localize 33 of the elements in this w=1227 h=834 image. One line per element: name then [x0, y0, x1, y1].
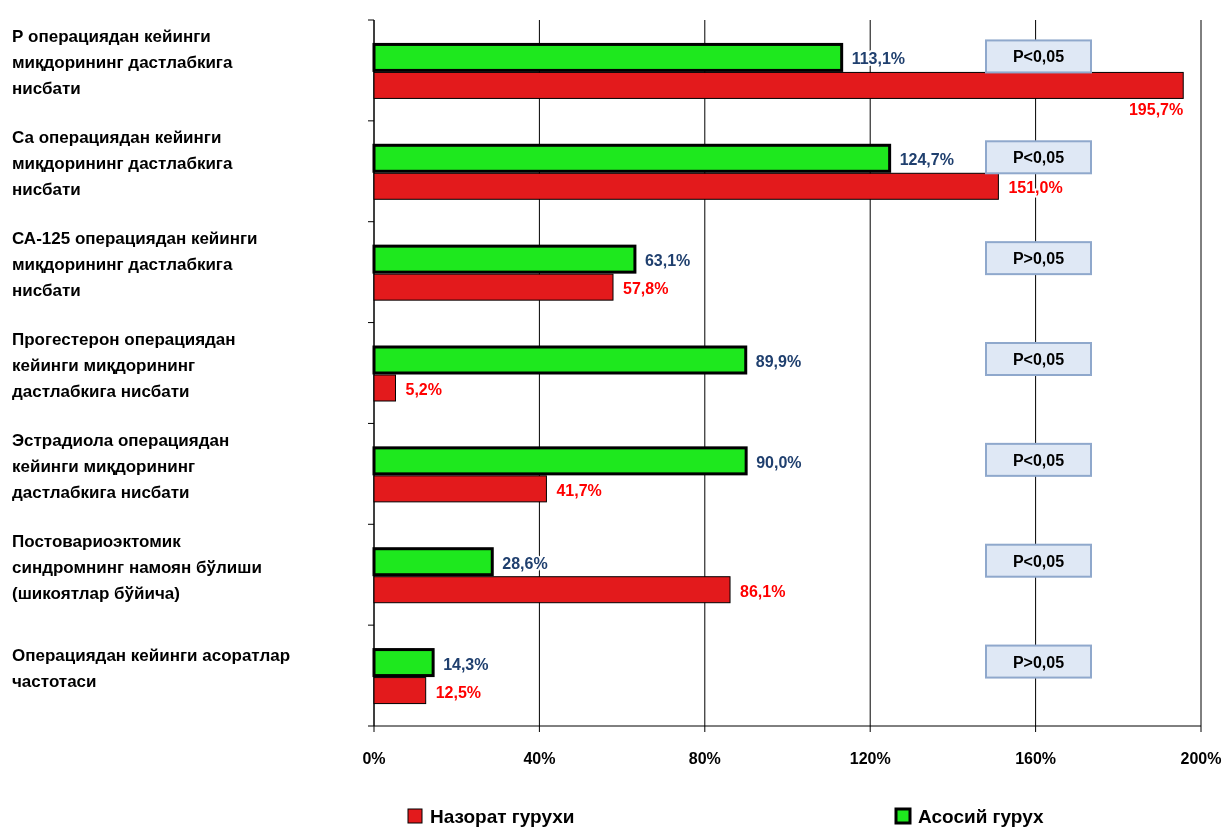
data-label: 12,5%	[435, 683, 482, 701]
x-tick-label: 40%	[523, 750, 556, 767]
x-tick-label: 120%	[849, 750, 891, 767]
data-label: 14,3%	[443, 655, 489, 673]
legend-label: Назорат гурухи	[430, 806, 575, 827]
annotation: P<0,05	[1012, 351, 1065, 368]
data-label: 41,7%	[556, 481, 602, 499]
data-label: 90,0%	[756, 453, 802, 471]
data-label: 86,1%	[740, 582, 786, 600]
annotation: P<0,05	[1012, 48, 1065, 66]
y-tick-label: Са операциядан кейинги миқдорининг дастлабкига нисбати	[12, 128, 233, 200]
data-label: 5,2%	[405, 381, 442, 398]
annotation: P<0,05	[1012, 149, 1065, 167]
y-tick-label: СА-125 операциядан кейинги миқдорининг дастлабкига нисбати	[12, 229, 258, 301]
data-label: 57,8%	[623, 280, 669, 298]
legend-label: Асосий гурух	[918, 806, 1044, 827]
annotation: P<0,05	[1012, 451, 1065, 469]
x-tick-label: 160%	[1015, 750, 1057, 767]
x-tick-label: 80%	[688, 750, 721, 767]
y-tick-label: Эстрадиола операциядан кейинги миқдорининг дастлабкига нисбати	[12, 430, 230, 502]
data-label: 124,7%	[899, 151, 954, 169]
data-label: 63,1%	[644, 252, 691, 270]
annotation: P>0,05	[1012, 653, 1065, 671]
y-tick-label: Прогестерон операциядан кейинги миқдорининг дастлабкига нисбати	[12, 330, 236, 401]
data-label: 195,7%	[1128, 101, 1184, 119]
annotation: P>0,05	[1012, 250, 1065, 268]
y-tick-label: Постовариоэктомик синдромнинг намоян бўлиши (шикоятлар бўйича)	[12, 531, 262, 603]
data-label: 89,9%	[755, 353, 802, 370]
y-tick-label: Р операциядан кейинги миқдорининг дастлабкига нисбати	[12, 27, 233, 99]
y-tick-label: Операциядан кейинги асоратлар частотаси	[12, 645, 291, 691]
x-tick-label: 0%	[362, 750, 386, 767]
annotation: P<0,05	[1012, 552, 1065, 570]
x-tick-label: 200%	[1180, 750, 1222, 767]
